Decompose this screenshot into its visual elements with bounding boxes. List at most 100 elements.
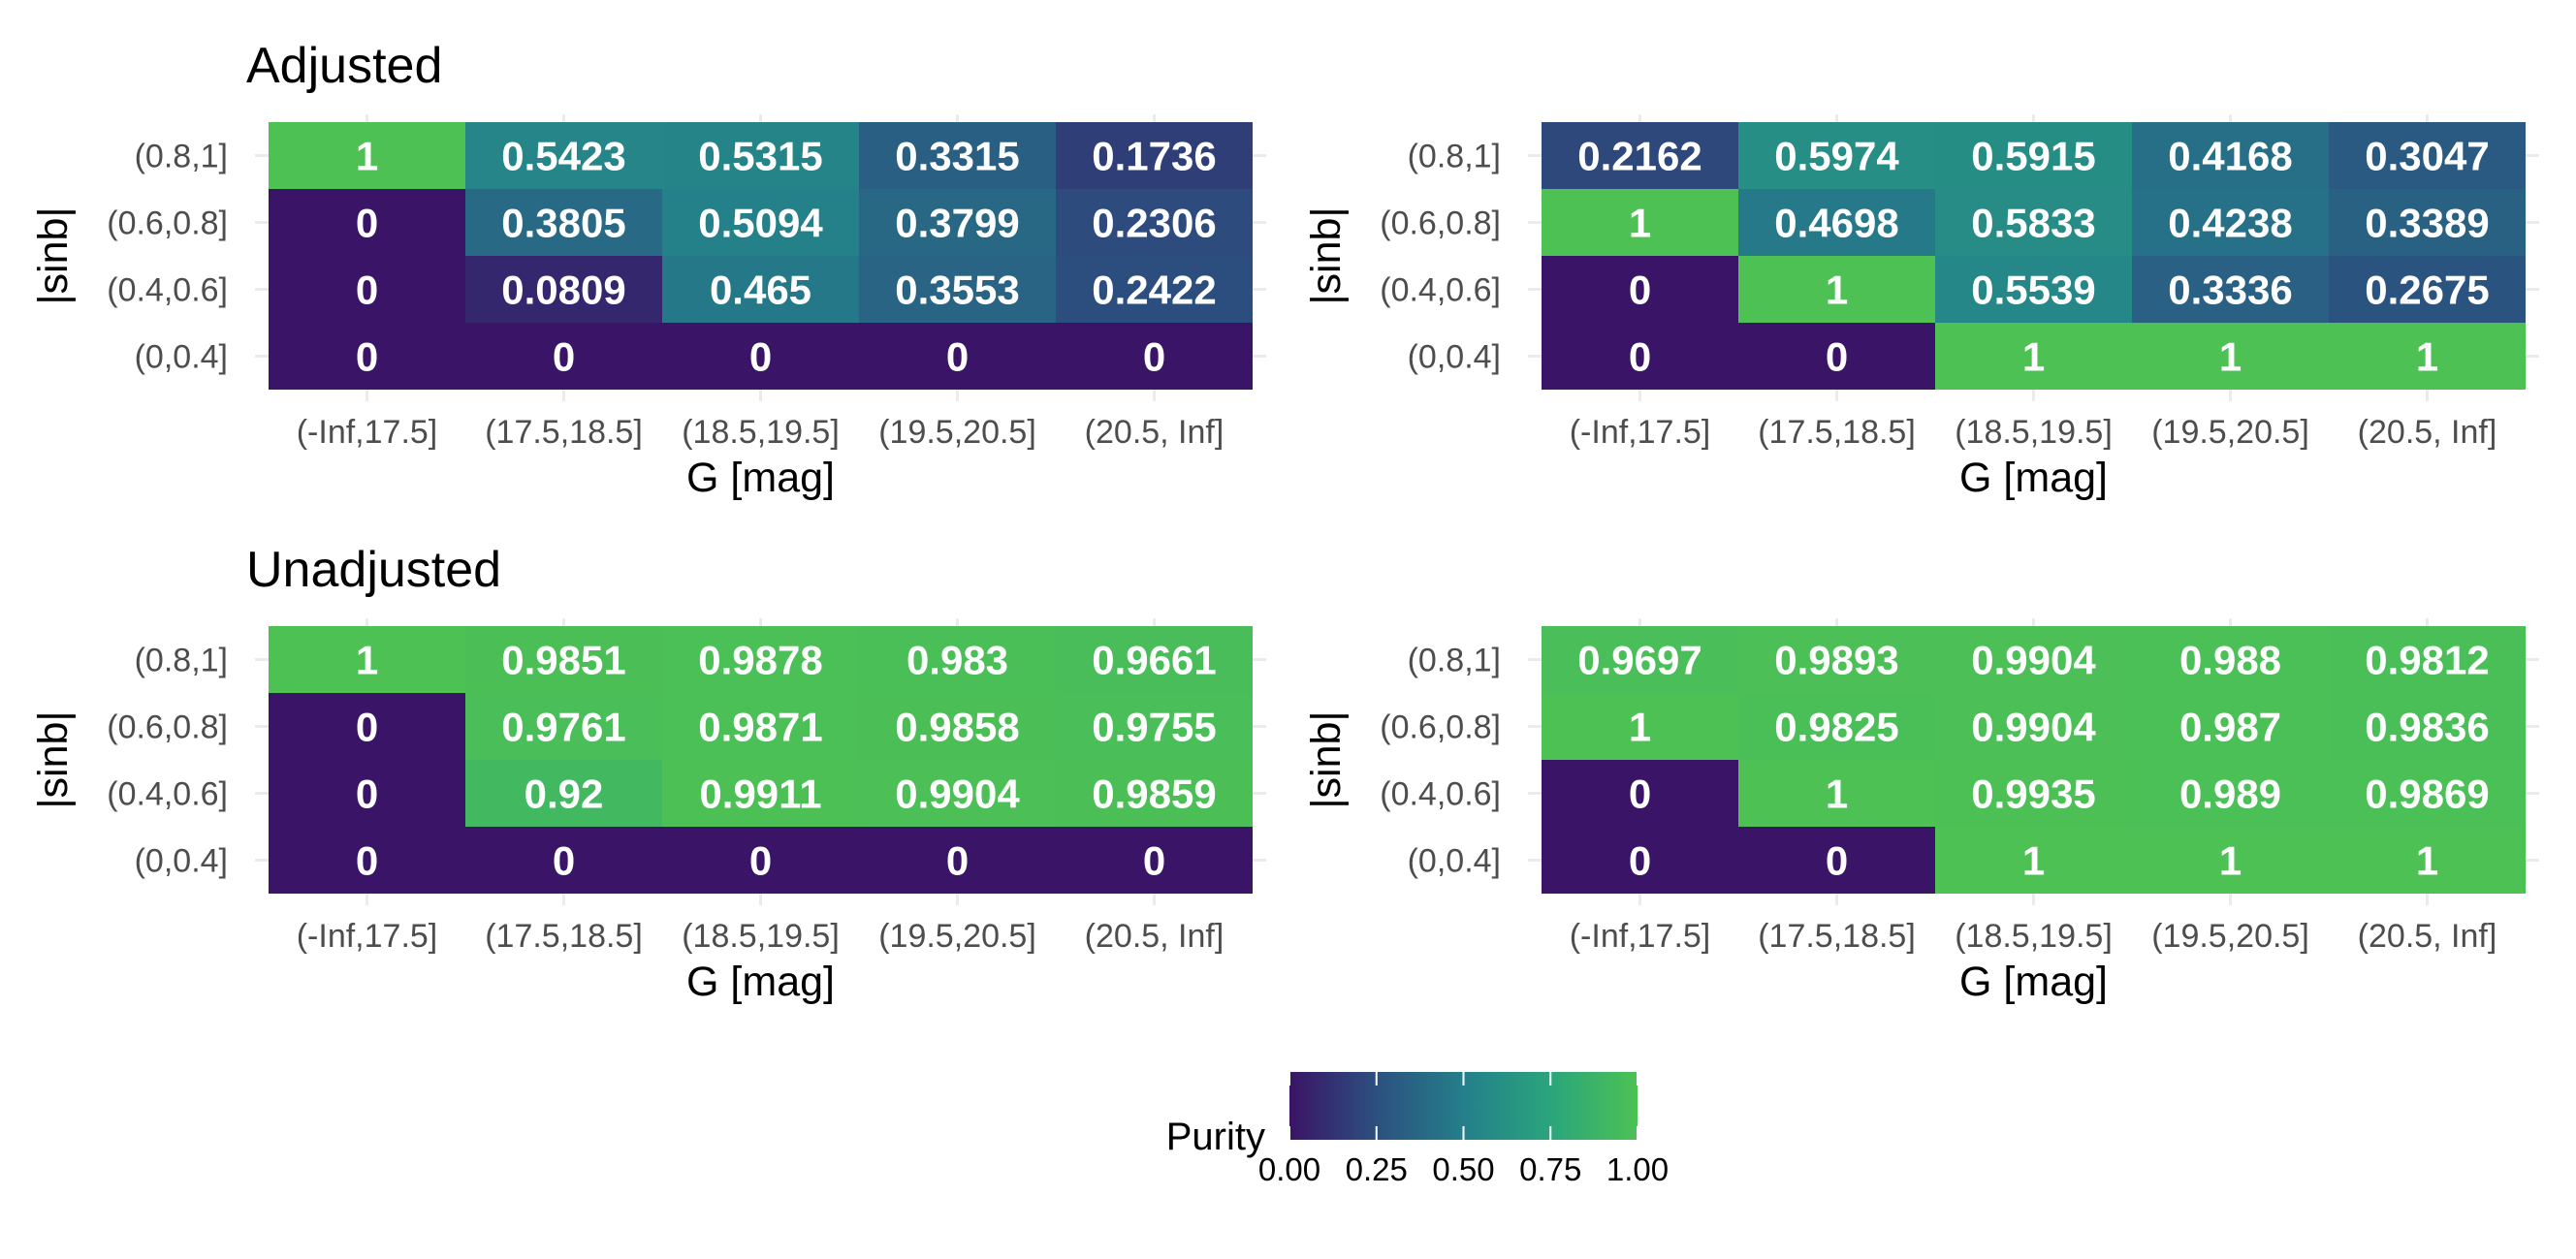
- heatmap-panel-1: Adjusted 1 0.5423 0.5315 0.3315 0.1736 0 0.3805…: [30, 38, 1266, 501]
- legend: 0.00 0.25 0.50 0.75 1.00 Purity: [1166, 1072, 1669, 1187]
- cell-value-label: 0.9858: [895, 705, 1019, 750]
- heatmap-cell: [2329, 827, 2526, 894]
- cell-value-label: 1: [2416, 838, 2438, 884]
- heatmap-cell: [465, 626, 662, 693]
- y-tick-label: (0,0.4]: [135, 339, 228, 376]
- y-tick-label: (0.4,0.6]: [1380, 776, 1501, 813]
- heatmap-cell: [1935, 323, 2132, 390]
- heatmap-cell: [662, 827, 859, 894]
- heatmap-cell: [662, 323, 859, 390]
- cell-value-label: 0.9851: [501, 638, 625, 683]
- cell-value-label: 0: [1143, 334, 1165, 380]
- x-axis-label: G [mag]: [1959, 959, 2108, 1005]
- cell-value-label: 1: [356, 134, 378, 179]
- cell-value-label: 1: [2219, 838, 2242, 884]
- x-tick-label: (19.5,20.5]: [878, 918, 1036, 955]
- heatmap-cell: [1738, 122, 1935, 189]
- heatmap-cell: [1738, 760, 1935, 827]
- x-tick-label: (17.5,18.5]: [485, 918, 643, 955]
- cell-value-label: 1: [356, 638, 378, 683]
- cell-value-label: 0.9904: [1971, 638, 2096, 683]
- cell-value-label: 0: [356, 838, 378, 884]
- cell-value-label: 0.5974: [1774, 134, 1899, 179]
- heatmap-cell: [269, 760, 465, 827]
- cell-value-label: 0.2675: [2365, 268, 2489, 313]
- cell-value-label: 0.983: [906, 638, 1008, 683]
- heatmap-cell: [465, 256, 662, 323]
- heatmap-cell: [1056, 626, 1253, 693]
- heatmap-cell: [1935, 189, 2132, 256]
- cell-value-label: 0.3389: [2365, 201, 2489, 246]
- heatmap-cell: [662, 256, 859, 323]
- x-tick-label: (20.5, Inf]: [1085, 918, 1224, 955]
- x-tick-label: (18.5,19.5]: [1955, 918, 2113, 955]
- x-tick-label: (18.5,19.5]: [682, 918, 840, 955]
- cell-value-label: 0.9893: [1774, 638, 1898, 683]
- heatmap-cell: [859, 189, 1056, 256]
- heatmap-cell: [2132, 693, 2329, 760]
- legend-title: Purity: [1166, 1116, 1265, 1158]
- y-tick-label: (0,0.4]: [1408, 339, 1501, 376]
- x-tick-label: (-Inf,17.5]: [297, 414, 438, 451]
- x-axis-label: G [mag]: [686, 455, 835, 501]
- cell-value-label: 0.3336: [2168, 268, 2292, 313]
- heatmap-cell: [1056, 189, 1253, 256]
- cell-value-label: 0.987: [2179, 705, 2281, 750]
- heatmap-cell: [1935, 693, 2132, 760]
- heatmap-cell: [269, 323, 465, 390]
- heatmap-cell: [269, 189, 465, 256]
- cell-value-label: 0: [356, 201, 378, 246]
- y-tick-label: (0.6,0.8]: [107, 205, 228, 242]
- x-axis-label: G [mag]: [1959, 455, 2108, 501]
- cell-value-label: 0: [356, 771, 378, 817]
- cell-value-label: 0.9859: [1092, 771, 1216, 817]
- heatmap-cell: [859, 626, 1056, 693]
- y-tick-label: (0.4,0.6]: [1380, 272, 1501, 309]
- cell-value-label: 0.9904: [895, 771, 1020, 817]
- y-axis-label: |sinb|: [30, 710, 77, 808]
- y-tick-label: (0.8,1]: [1408, 139, 1501, 175]
- heatmap-cell: [1056, 693, 1253, 760]
- heatmap-cell: [1935, 256, 2132, 323]
- heatmap-cell: [2329, 122, 2526, 189]
- cell-value-label: 0.9878: [698, 638, 822, 683]
- heatmap-cell: [1935, 626, 2132, 693]
- heatmap-cell: [859, 323, 1056, 390]
- cell-value-label: 0.988: [2179, 638, 2281, 683]
- heatmap-cell: [2329, 626, 2526, 693]
- x-tick-label: (20.5, Inf]: [2358, 918, 2497, 955]
- heatmap-cell: [269, 122, 465, 189]
- heatmap-cell: [1935, 122, 2132, 189]
- heatmap-cell: [2132, 626, 2329, 693]
- heatmap-cell: [2329, 189, 2526, 256]
- cell-value-label: 0: [356, 268, 378, 313]
- y-tick-label: (0.6,0.8]: [1380, 205, 1501, 242]
- cell-value-label: 1: [1826, 771, 1848, 817]
- x-tick-label: (-Inf,17.5]: [297, 918, 438, 955]
- cell-value-label: 0: [1826, 334, 1848, 380]
- cell-value-label: 0.2162: [1577, 134, 1701, 179]
- heatmap-cell: [465, 827, 662, 894]
- x-tick-label: (17.5,18.5]: [485, 414, 643, 451]
- cell-value-label: 0.3047: [2365, 134, 2489, 179]
- legend-tick-label: 0.25: [1346, 1151, 1408, 1187]
- cell-value-label: 0.0809: [501, 268, 625, 313]
- heatmap-cell: [1738, 693, 1935, 760]
- heatmap-cell: [1542, 323, 1738, 390]
- heatmap-cell: [1542, 760, 1738, 827]
- cell-value-label: 0.5539: [1971, 268, 2095, 313]
- heatmap-cell: [465, 693, 662, 760]
- y-axis-label: |sinb|: [1303, 710, 1350, 808]
- y-tick-label: (0.8,1]: [1408, 643, 1501, 679]
- cell-value-label: 0.4238: [2168, 201, 2292, 246]
- heatmap-cell: [269, 693, 465, 760]
- y-tick-label: (0.4,0.6]: [107, 776, 228, 813]
- x-tick-label: (19.5,20.5]: [2151, 414, 2309, 451]
- heatmap-cell: [2132, 827, 2329, 894]
- legend-tick-label: 0.75: [1519, 1151, 1581, 1187]
- x-tick-label: (18.5,19.5]: [1955, 414, 2113, 451]
- cell-value-label: 0.5315: [698, 134, 822, 179]
- x-tick-label: (17.5,18.5]: [1758, 918, 1916, 955]
- cell-value-label: 0.5094: [698, 201, 823, 246]
- cell-value-label: 0.9935: [1971, 771, 2095, 817]
